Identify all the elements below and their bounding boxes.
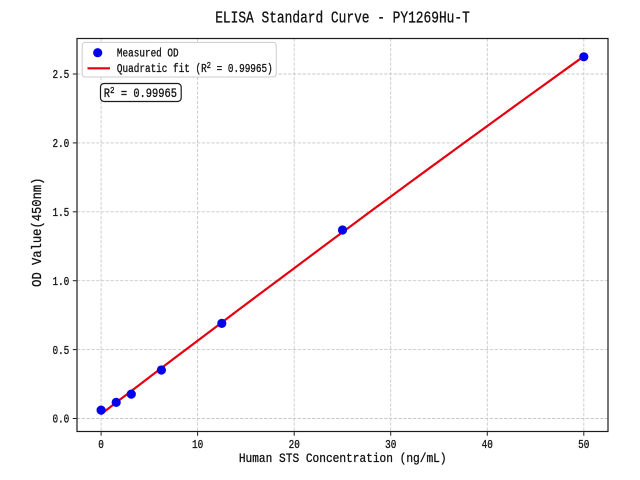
svg-text:Human STS Concentration (ng/mL: Human STS Concentration (ng/mL): [239, 451, 447, 466]
svg-text:0.0: 0.0: [52, 414, 69, 427]
svg-text:10: 10: [192, 439, 203, 452]
svg-text:30: 30: [385, 439, 396, 452]
svg-text:OD Value(450nm): OD Value(450nm): [29, 178, 45, 287]
svg-text:ELISA Standard Curve - PY1269H: ELISA Standard Curve - PY1269Hu-T: [215, 10, 470, 28]
svg-text:R2 = 0.99965: R2 = 0.99965: [104, 85, 177, 101]
svg-text:0: 0: [98, 439, 104, 452]
svg-text:1.5: 1.5: [52, 207, 69, 220]
svg-text:2.0: 2.0: [52, 138, 69, 151]
svg-text:Quadratic fit (R2 = 0.99965): Quadratic fit (R2 = 0.99965): [117, 60, 273, 76]
svg-text:2.5: 2.5: [52, 69, 69, 82]
svg-text:1.0: 1.0: [52, 276, 69, 289]
svg-text:40: 40: [482, 439, 493, 452]
svg-text:Measured OD: Measured OD: [117, 48, 179, 61]
svg-text:20: 20: [289, 439, 300, 452]
svg-text:0.5: 0.5: [52, 345, 69, 358]
svg-text:50: 50: [578, 439, 589, 452]
